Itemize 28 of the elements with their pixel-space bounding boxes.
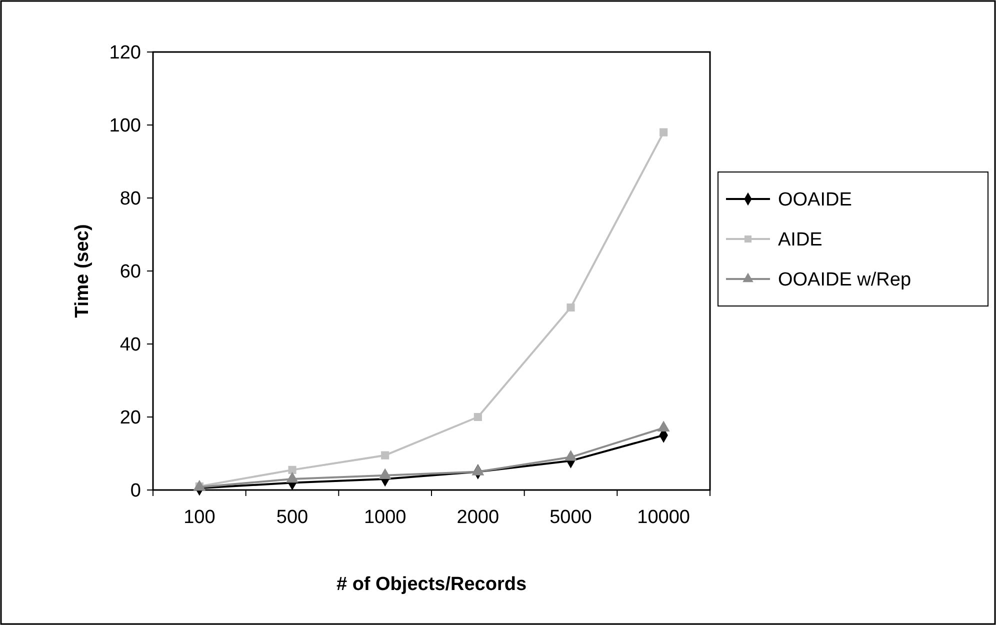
y-tick-label: 80 bbox=[120, 188, 141, 210]
point bbox=[660, 128, 668, 136]
point bbox=[474, 412, 482, 422]
point bbox=[658, 421, 670, 432]
y-axis-title: Time (sec) bbox=[72, 224, 93, 318]
point bbox=[564, 450, 577, 461]
point bbox=[379, 468, 391, 479]
y-tick-label: 120 bbox=[109, 42, 141, 64]
y-tick-label: 0 bbox=[130, 480, 141, 502]
point bbox=[472, 465, 484, 476]
point bbox=[381, 451, 390, 460]
x-tick-label: 10000 bbox=[637, 507, 690, 528]
x-tick-label: 2000 bbox=[456, 507, 500, 528]
x-tick-label: 100 bbox=[184, 507, 216, 528]
point bbox=[288, 466, 296, 474]
x-tick-label: 5000 bbox=[550, 507, 592, 528]
legend-label: OOAIDE w/Rep bbox=[778, 270, 912, 291]
x-tick-label: 1000 bbox=[364, 507, 406, 528]
x-axis-title: # of Objects/Records bbox=[336, 574, 527, 595]
legend-label: OOAIDE bbox=[778, 190, 852, 211]
legend-label: AIDE bbox=[778, 230, 822, 251]
point bbox=[286, 472, 298, 483]
y-tick-label: 20 bbox=[120, 408, 141, 429]
point bbox=[566, 303, 575, 312]
y-tick-label: 60 bbox=[120, 262, 141, 283]
y-tick-label: 40 bbox=[120, 334, 141, 356]
y-tick-label: 100 bbox=[109, 116, 141, 137]
x-tick-label: 500 bbox=[276, 507, 308, 528]
